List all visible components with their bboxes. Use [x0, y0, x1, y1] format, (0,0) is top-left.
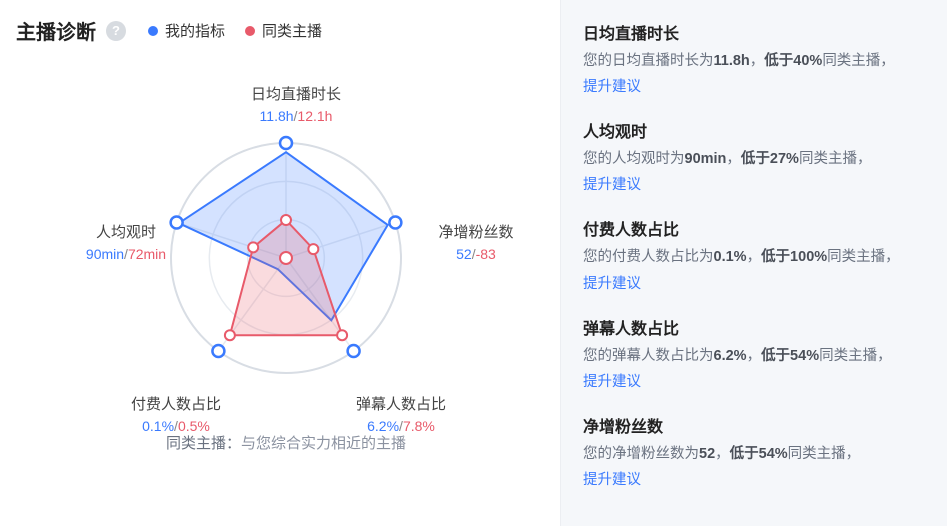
card-text: 您的净增粉丝数为52，低于54%同类主播， [583, 443, 925, 466]
axis-name: 日均直播时长 [226, 85, 366, 105]
axis-values: 11.8h/12.1h [226, 107, 366, 126]
card-title: 人均观时 [583, 118, 925, 142]
diagnosis-card: 弹幕人数占比您的弹幕人数占比为6.2%，低于54%同类主播，提升建议 [583, 315, 925, 391]
diagnosis-card: 付费人数占比您的付费人数占比为0.1%，低于100%同类主播， 提升建议 [583, 216, 925, 292]
axis-label-duration: 日均直播时长 11.8h/12.1h [226, 85, 366, 126]
axis-label-fans: 净增粉丝数 52/-83 [411, 223, 541, 264]
legend-peer: 同类主播 [245, 20, 322, 41]
diagnosis-card: 日均直播时长您的日均直播时长为11.8h，低于40%同类主播，提升建议 [583, 20, 925, 96]
card-text: 您的弹幕人数占比为6.2%，低于54%同类主播， [583, 345, 925, 368]
improve-link[interactable]: 提升建议 [583, 173, 641, 194]
improve-link[interactable]: 提升建议 [583, 272, 641, 293]
axis-label-watch: 人均观时 90min/72min [51, 223, 201, 264]
improve-link[interactable]: 提升建议 [583, 370, 641, 391]
right-panel: 日均直播时长您的日均直播时长为11.8h，低于40%同类主播，提升建议人均观时您… [560, 0, 947, 526]
axis-name: 人均观时 [51, 223, 201, 243]
header: 主播诊断 ? 我的指标 同类主播 [16, 16, 552, 45]
footnote-text: 与您综合实力相近的主播 [241, 435, 406, 452]
card-title: 日均直播时长 [583, 20, 925, 44]
card-title: 净增粉丝数 [583, 413, 925, 437]
axis-name: 弹幕人数占比 [326, 395, 476, 415]
axis-label-danmu: 弹幕人数占比6.2%/7.8% [326, 395, 476, 436]
radar-chart-area: 日均直播时长 11.8h/12.1h 净增粉丝数 52/-83 弹幕人数占比6.2%/7… [16, 53, 556, 463]
legend-dot-blue-icon [148, 26, 158, 36]
diagnosis-card: 人均观时您的人均观时为90min，低于27%同类主播，提升建议 [583, 118, 925, 194]
improve-link[interactable]: 提升建议 [583, 468, 641, 489]
footnote-key: 同类主播： [166, 435, 241, 452]
legend-my-label: 我的指标 [165, 20, 225, 41]
card-title: 弹幕人数占比 [583, 315, 925, 339]
left-panel: 主播诊断 ? 我的指标 同类主播 日均直播时长 11.8h/12.1h 净增粉丝数 5… [0, 0, 560, 526]
legend-my: 我的指标 [148, 20, 225, 41]
axis-values: 52/-83 [411, 245, 541, 264]
page-title: 主播诊断 [16, 16, 96, 45]
card-title: 付费人数占比 [583, 216, 925, 240]
diagnosis-card: 净增粉丝数您的净增粉丝数为52，低于54%同类主播，提升建议 [583, 413, 925, 489]
card-text: 您的日均直播时长为11.8h，低于40%同类主播， [583, 50, 925, 73]
app-root: 主播诊断 ? 我的指标 同类主播 日均直播时长 11.8h/12.1h 净增粉丝数 5… [0, 0, 947, 526]
axis-label-pay: 付费人数占比0.1%/0.5% [101, 395, 251, 436]
axis-name: 净增粉丝数 [411, 223, 541, 243]
card-text: 您的人均观时为90min，低于27%同类主播， [583, 148, 925, 171]
legend-peer-label: 同类主播 [262, 20, 322, 41]
footnote: 同类主播：与您综合实力相近的主播 [16, 432, 556, 453]
improve-link[interactable]: 提升建议 [583, 75, 641, 96]
legend-dot-red-icon [245, 26, 255, 36]
axis-name: 付费人数占比 [101, 395, 251, 415]
help-icon[interactable]: ? [106, 21, 126, 41]
card-text: 您的付费人数占比为0.1%，低于100%同类主播， [583, 246, 925, 269]
axis-values: 90min/72min [51, 245, 201, 264]
legend: 我的指标 同类主播 [148, 20, 322, 41]
